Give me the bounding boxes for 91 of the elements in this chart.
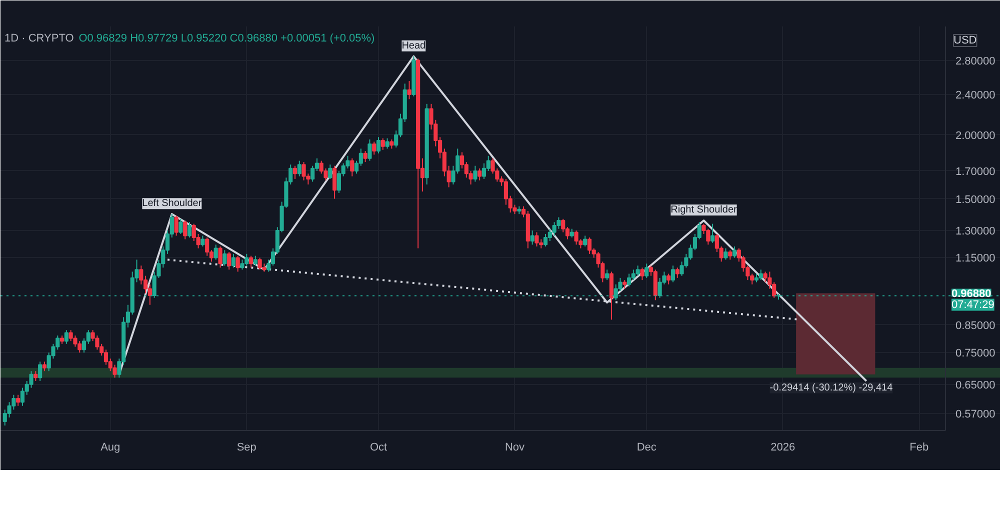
candlestick [218,246,222,268]
candlestick [587,236,592,254]
annotation: Right Shoulder [670,204,738,216]
candlestick [214,244,218,260]
candlestick [222,250,227,266]
text: 1D · CRYPTO [4,32,74,44]
candlestick [363,150,368,163]
x-tick-label: 2026 [770,442,796,454]
line-series [118,55,868,382]
candlestick [636,265,640,276]
candlestick [653,269,658,301]
candlestick [148,284,152,306]
candlestick [626,273,632,288]
x-tick-label: Oct [370,442,388,454]
candlestick [724,248,728,260]
x-tick-label: Feb [910,442,929,454]
candlestick [732,246,737,258]
candlestick [183,220,188,240]
candlestick [302,162,306,181]
y-tick-label: 1.70000 [956,166,996,178]
candlestick [16,394,20,406]
x-tick-label: Sep [236,442,256,454]
candlestick [332,165,337,200]
y-tick-label: 0.57000 [956,408,996,421]
annotation: Left Shoulder [142,198,202,210]
candlestick [534,232,539,247]
x-tick-label: Dec [636,442,657,454]
x-tick-label: Aug [100,442,120,454]
candlestick [328,164,332,180]
candlestick [574,230,578,246]
candlestick [310,165,315,182]
candlestick [543,233,548,247]
annotation: -0.29414 (-30.12%) -29,414 [770,382,894,394]
y-tick-label: 0.65000 [956,379,996,392]
y-tick-label: 0.85000 [956,320,996,332]
candlestick [104,349,108,366]
candlestick [380,138,385,150]
candlestick [236,255,240,272]
ref-line-label: 0.96880 [952,288,992,300]
candlestick [368,138,372,162]
y-tick-label: 2.00000 [956,130,996,142]
candlestick [583,235,588,247]
candlestick [473,165,478,182]
y-tick-label: 2.80000 [956,55,996,68]
y-tick-label: 1.50000 [956,194,996,206]
candlestick [253,255,258,266]
candlestick [407,80,412,100]
candlestick [200,235,205,247]
candlestick [385,138,390,150]
candlestick [178,218,183,234]
candlestick [644,263,649,278]
candlestick [297,160,302,177]
candlestick [478,168,482,181]
candlestick [292,165,298,180]
text: USD [954,34,977,46]
candlestick [174,215,178,236]
candlestick [758,269,763,281]
y-tick-label: 0.75000 [956,348,996,360]
candlestick [605,269,610,281]
candlestick [710,223,715,244]
candlestick [64,330,68,344]
candlestick [372,141,376,156]
candlestick [561,218,566,233]
candlestick [390,138,394,150]
candlestick [504,178,508,206]
candlestick [20,387,25,406]
candlestick [552,222,556,236]
annotation: Head [402,40,426,52]
candlestick [482,162,486,180]
y-tick-label: 2.40000 [956,89,996,102]
text: 07:47:29 [952,298,994,311]
candlestick [376,136,381,154]
candlestick [248,255,254,268]
y-tick-label: 1.30000 [956,226,996,238]
candlestick [34,370,38,382]
candlestick [187,222,192,238]
candlestick [666,273,671,285]
candlestick [231,253,236,268]
y-tick-label: 1.15000 [956,252,996,265]
candlestick [42,361,46,372]
candlestick [530,230,534,246]
text: O0.96829 H0.97729 L0.95220 C0.96880 +0.00051 (+0.05%) [78,32,375,44]
candlestick [227,252,232,270]
candlestick [675,267,680,278]
candlestick [640,267,644,281]
candlestick [205,236,210,256]
candlestick [670,265,676,283]
candlestick [38,361,42,382]
x-tick-label: Nov [504,442,526,454]
candlestick [728,250,732,260]
candlestick [350,158,354,177]
